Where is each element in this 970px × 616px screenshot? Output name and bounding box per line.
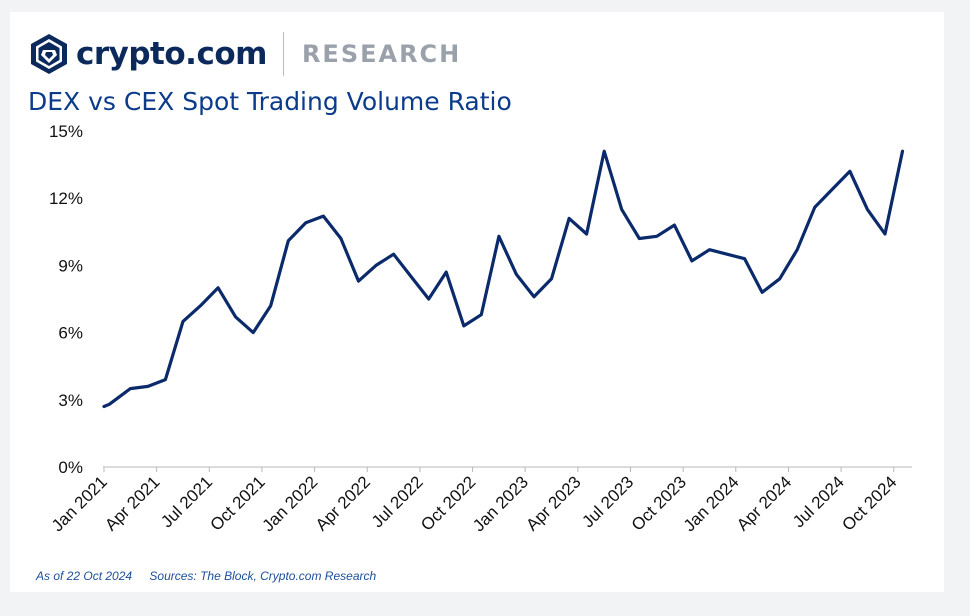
x-tick-label: Apr 2022 xyxy=(312,472,374,534)
y-tick-label: 3% xyxy=(58,391,83,410)
y-tick-label: 6% xyxy=(58,324,83,343)
brand-section: RESEARCH xyxy=(301,40,462,68)
brand-divider xyxy=(282,32,284,76)
series-line xyxy=(102,149,905,409)
x-tick-label: Oct 2021 xyxy=(207,472,269,534)
x-tick-label: Jan 2022 xyxy=(259,472,322,535)
y-tick-label: 9% xyxy=(58,256,83,275)
footnote: As of 22 Oct 2024 Sources: The Block, Cr… xyxy=(36,569,376,583)
y-tick-label: 12% xyxy=(49,189,83,208)
brand-header: crypto.com RESEARCH xyxy=(30,32,461,76)
x-tick-label: Jan 2021 xyxy=(48,472,111,535)
sources-note: Sources: The Block, Crypto.com Research xyxy=(149,569,377,583)
x-tick-label: Jan 2023 xyxy=(469,472,532,535)
x-tick-label: Apr 2021 xyxy=(101,472,163,534)
x-tick-label: Jan 2024 xyxy=(680,472,743,535)
x-tick-label: Oct 2023 xyxy=(628,472,690,534)
y-tick-label: 15% xyxy=(49,122,83,141)
x-tick-label: Oct 2022 xyxy=(417,472,479,534)
chart-title: DEX vs CEX Spot Trading Volume Ratio xyxy=(28,87,512,116)
brand-name: crypto.com xyxy=(76,36,267,72)
crypto-com-logo-icon xyxy=(31,34,67,74)
x-tick-label: Oct 2024 xyxy=(838,472,900,534)
as-of-date: As of 22 Oct 2024 xyxy=(36,569,133,583)
chart-card: crypto.com RESEARCH DEX vs CEX Spot Trad… xyxy=(10,12,944,592)
y-tick-label: 0% xyxy=(58,458,83,477)
x-tick-label: Apr 2024 xyxy=(733,472,795,534)
x-tick-label: Apr 2023 xyxy=(522,472,584,534)
